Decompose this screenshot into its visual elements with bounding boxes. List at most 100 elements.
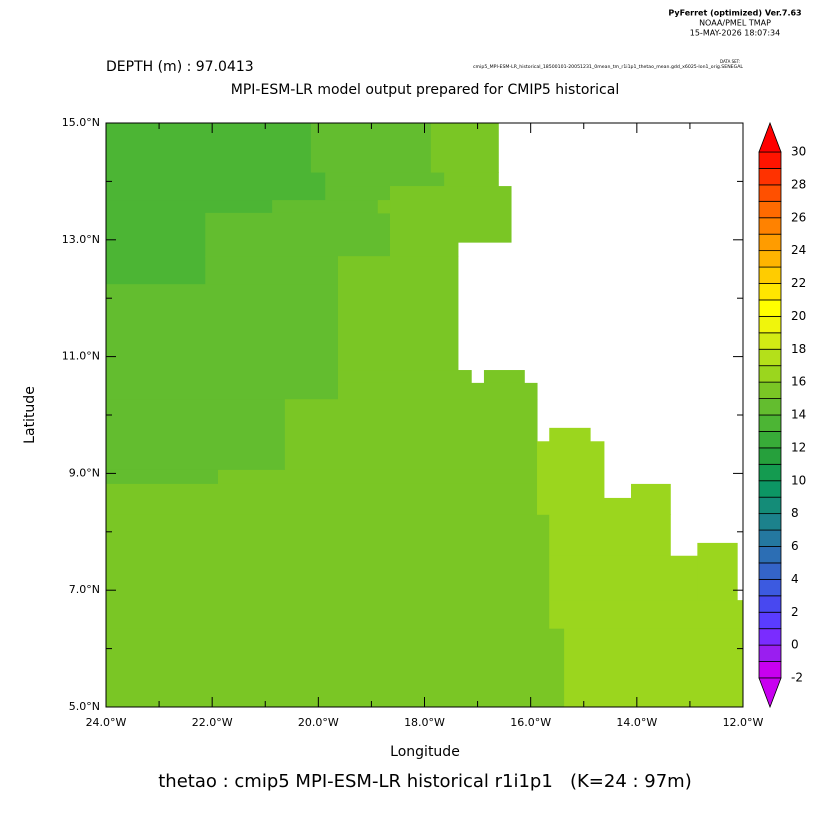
colorbar-box	[758, 151, 782, 169]
header-line: NOAA/PMEL TMAP	[699, 19, 771, 28]
map-cell	[549, 514, 671, 557]
map-cell	[549, 600, 744, 629]
y-tick-label: 9.0°N	[69, 466, 100, 479]
colorbar-box	[758, 233, 782, 252]
map-cell	[106, 284, 339, 400]
colorbar-under-arrow	[758, 677, 782, 709]
x-tick-label: 18.0°W	[404, 716, 445, 729]
map-cell	[205, 256, 339, 285]
colorbar-box	[758, 250, 782, 268]
colorbar-box	[758, 578, 782, 597]
colorbar-box	[758, 496, 782, 515]
x-tick-label: 20.0°W	[298, 716, 339, 729]
colorbar-box	[758, 365, 782, 383]
map-cell	[106, 469, 219, 485]
x-tick-label: 12.0°W	[723, 716, 764, 729]
colorbar-box	[758, 348, 782, 367]
x-tick-label: 14.0°W	[616, 716, 657, 729]
colorbar-label: 26	[791, 210, 806, 224]
subtitle: DEPTH (m) : 97.0413	[106, 59, 254, 75]
colorbar-label: 12	[791, 440, 806, 454]
x-tick-label: 22.0°W	[192, 716, 233, 729]
footer: thetao : cmip5 MPI-ESM-LR historical r1i…	[158, 771, 692, 792]
map-cell	[389, 242, 459, 257]
y-tick-label: 13.0°N	[62, 233, 100, 246]
map-cell	[537, 497, 632, 515]
x-tick-label: 16.0°W	[510, 716, 551, 729]
map-cell	[430, 123, 499, 173]
map-cell	[549, 427, 591, 442]
map-cell	[106, 212, 206, 285]
map-cell	[564, 628, 744, 708]
map-cell	[205, 212, 391, 257]
colorbar-box	[758, 398, 782, 416]
colorbar-label: 20	[791, 309, 806, 323]
x-tick-label: 24.0°W	[86, 716, 127, 729]
map-cell	[377, 200, 391, 214]
colorbar-box	[758, 562, 782, 580]
map-cell	[337, 370, 472, 384]
colorbar-box	[758, 332, 782, 350]
colorbar-box	[758, 299, 782, 317]
map-cell	[106, 399, 286, 471]
colorbar-box	[758, 381, 782, 399]
map-cell	[697, 542, 738, 601]
map-cell	[549, 555, 698, 601]
colorbar-box	[758, 447, 782, 465]
map-cell	[444, 172, 499, 187]
colorbar-label: 10	[791, 473, 806, 487]
map-cell	[106, 514, 550, 629]
y-tick-label: 7.0°N	[69, 583, 100, 596]
map-cell	[630, 483, 671, 515]
map-cell	[325, 186, 391, 201]
colorbar-box	[758, 283, 782, 301]
header-line: PyFerret (optimized) Ver.7.63	[668, 9, 801, 18]
y-tick-label: 5.0°N	[69, 700, 100, 713]
colorbar-label: 16	[791, 375, 806, 389]
map-cell	[483, 370, 525, 384]
map-cell	[106, 483, 538, 515]
colorbar-box	[758, 463, 782, 482]
map-cell	[106, 172, 326, 201]
colorbar-label: 4	[791, 572, 799, 586]
chart-title: MPI-ESM-LR model output prepared for CMI…	[231, 82, 619, 98]
map-cell	[310, 123, 432, 173]
y-tick-label: 11.0°N	[62, 350, 100, 363]
map-cell	[337, 382, 538, 400]
map-cell	[537, 441, 605, 499]
colorbar-over-arrow	[758, 121, 782, 153]
colorbar-label: 6	[791, 539, 799, 553]
colorbar-label: 0	[791, 638, 799, 652]
colorbar-box	[758, 217, 782, 235]
map-cell	[106, 200, 273, 214]
colorbar-box	[758, 644, 782, 662]
colorbar-box	[758, 315, 782, 334]
map-cell	[106, 123, 312, 173]
colorbar-box	[758, 431, 782, 449]
dataset-label: DATA SET:	[720, 59, 740, 64]
colorbar-box	[758, 480, 782, 498]
map-cell	[389, 186, 512, 243]
map-cell	[337, 256, 459, 371]
colorbar-box	[758, 628, 782, 646]
header-line: 15-MAY-2026 18:07:34	[690, 29, 780, 38]
colorbar-label: 14	[791, 408, 806, 422]
colorbar-box	[758, 513, 782, 531]
colorbar-box	[758, 266, 782, 284]
dataset-name: cmip5_MPI-ESM-LR_historical_18500101-200…	[473, 64, 744, 69]
colorbar-box	[758, 661, 782, 679]
colorbar-box	[758, 611, 782, 630]
map-cell	[106, 628, 565, 708]
colorbar-label: 18	[791, 342, 806, 356]
map-cell	[272, 200, 379, 214]
x-axis-label: Longitude	[390, 744, 460, 760]
colorbar-label: -2	[791, 671, 803, 685]
y-axis-label: Latitude	[22, 386, 38, 444]
colorbar-label: 22	[791, 276, 806, 290]
map-cell	[218, 469, 538, 485]
y-tick-label: 15.0°N	[62, 116, 100, 129]
map-cell	[325, 172, 445, 187]
colorbar-box	[758, 546, 782, 564]
colorbar-box	[758, 529, 782, 547]
